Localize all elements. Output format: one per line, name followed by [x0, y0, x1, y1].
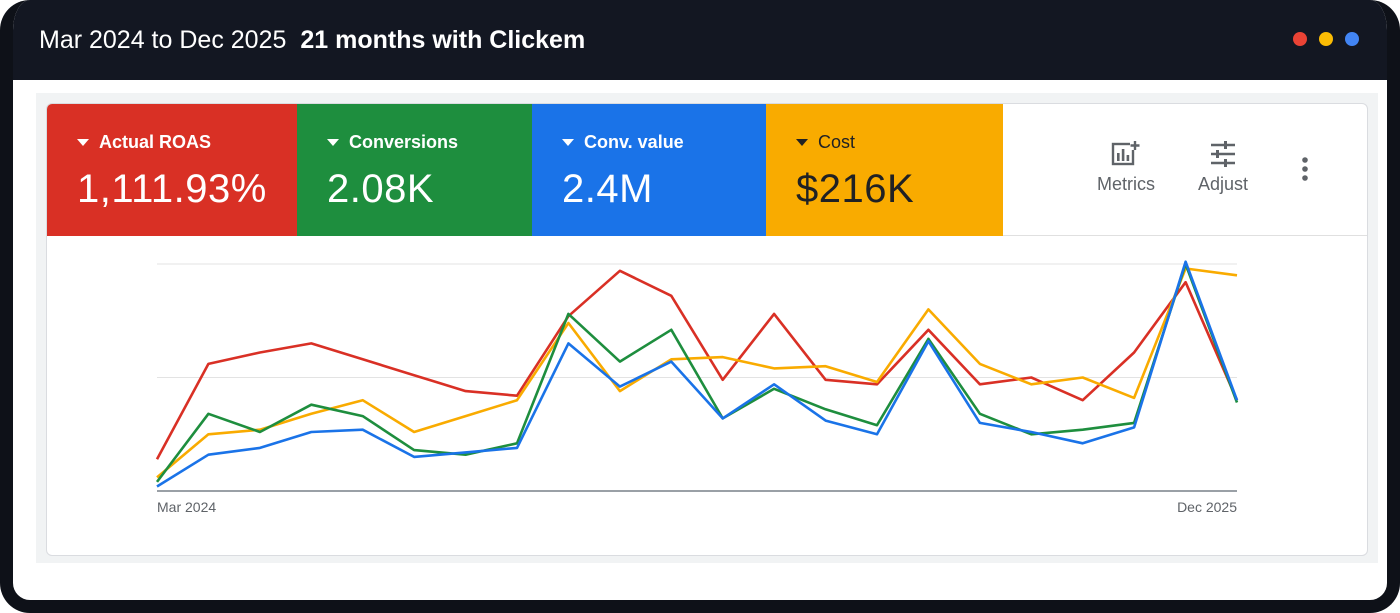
metric-label: Conv. value: [584, 132, 684, 152]
conversions-line: [155, 262, 1239, 483]
duration-title: 21 months with Clickem: [300, 25, 586, 54]
bar-chart-add-icon: [1111, 141, 1140, 166]
metric-tiles: Actual ROAS 1,111.93% Conversions 2.08K …: [47, 104, 1367, 236]
metric-tile-cost[interactable]: Cost $216K: [766, 104, 1003, 236]
actual-roas-line: [155, 269, 1239, 460]
title-bar: Mar 2024 to Dec 2025 21 months with Clic…: [13, 0, 1387, 80]
adjust-button[interactable]: Adjust: [1198, 140, 1248, 195]
metric-value: 2.08K: [327, 167, 435, 211]
metric-label: Cost: [818, 132, 856, 152]
more-vert-icon[interactable]: [1300, 156, 1310, 182]
x-axis-end-label: Dec 2025: [1177, 499, 1237, 515]
red-dot[interactable]: [1293, 32, 1307, 46]
dropdown-caret-icon: [77, 139, 89, 146]
cost-line: [156, 267, 1238, 479]
dropdown-caret-icon: [562, 139, 574, 146]
line-chart: Mar 2024 Dec 2025: [155, 260, 1239, 515]
metric-label: Conversions: [349, 132, 459, 152]
x-axis-start-label: Mar 2024: [157, 499, 216, 515]
metric-tile-conversions[interactable]: Conversions 2.08K: [297, 104, 532, 236]
dropdown-caret-icon: [327, 139, 339, 146]
metrics-label: Metrics: [1097, 174, 1155, 194]
metric-value: 1,111.93%: [77, 167, 267, 211]
chart-series: [155, 260, 1239, 488]
metric-value: $216K: [796, 167, 915, 211]
metric-label: Actual ROAS: [99, 132, 212, 152]
chart-grid: [157, 263, 1237, 492]
dropdown-caret-icon: [796, 139, 808, 146]
metric-tile-conv-value[interactable]: Conv. value 2.4M: [532, 104, 766, 236]
chart-tools: Metrics Adjust: [1003, 104, 1367, 236]
metric-value: 2.4M: [562, 167, 653, 211]
window-dots: [1293, 32, 1359, 46]
metrics-button[interactable]: Metrics: [1097, 140, 1155, 195]
blue-dot[interactable]: [1345, 32, 1359, 46]
adjust-label: Adjust: [1198, 174, 1249, 194]
performance-card: Actual ROAS 1,111.93% Conversions 2.08K …: [46, 103, 1368, 556]
yellow-dot[interactable]: [1319, 32, 1333, 46]
content-panel: Actual ROAS 1,111.93% Conversions 2.08K …: [36, 93, 1378, 563]
conv-value-line: [156, 260, 1239, 488]
date-range-title: Mar 2024 to Dec 2025: [39, 25, 287, 54]
metric-tile-actual-roas[interactable]: Actual ROAS 1,111.93%: [47, 104, 297, 236]
tune-sliders-icon: [1211, 141, 1236, 167]
